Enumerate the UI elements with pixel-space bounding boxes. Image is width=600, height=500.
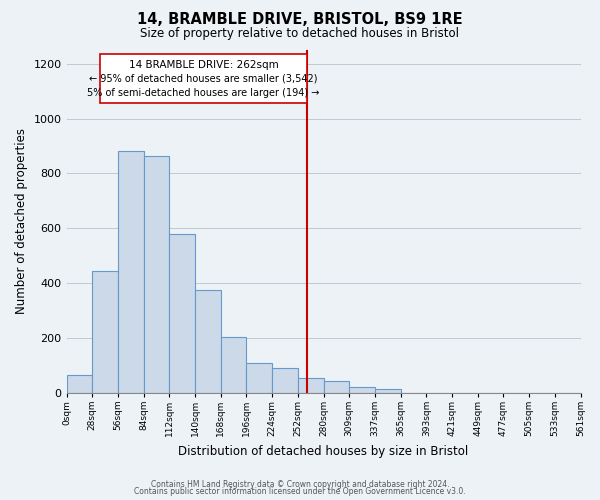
Text: ← 95% of detached houses are smaller (3,542): ← 95% of detached houses are smaller (3,… xyxy=(89,74,317,84)
Bar xyxy=(247,362,272,393)
Bar xyxy=(100,54,307,104)
Bar xyxy=(323,381,349,393)
Bar xyxy=(143,156,169,393)
Text: Size of property relative to detached houses in Bristol: Size of property relative to detached ho… xyxy=(140,28,460,40)
Bar xyxy=(375,388,401,393)
Bar xyxy=(272,368,298,393)
Bar xyxy=(92,271,118,393)
Y-axis label: Number of detached properties: Number of detached properties xyxy=(15,128,28,314)
Bar xyxy=(221,336,247,393)
Bar xyxy=(118,152,143,393)
Text: Contains HM Land Registry data © Crown copyright and database right 2024.: Contains HM Land Registry data © Crown c… xyxy=(151,480,449,489)
Text: Contains public sector information licensed under the Open Government Licence v3: Contains public sector information licen… xyxy=(134,487,466,496)
Bar xyxy=(195,290,221,393)
Bar xyxy=(169,234,195,393)
Text: 14 BRAMBLE DRIVE: 262sqm: 14 BRAMBLE DRIVE: 262sqm xyxy=(128,60,278,70)
Bar xyxy=(349,388,375,393)
X-axis label: Distribution of detached houses by size in Bristol: Distribution of detached houses by size … xyxy=(178,444,469,458)
Text: 14, BRAMBLE DRIVE, BRISTOL, BS9 1RE: 14, BRAMBLE DRIVE, BRISTOL, BS9 1RE xyxy=(137,12,463,28)
Bar xyxy=(67,375,92,393)
Bar xyxy=(298,378,323,393)
Text: 5% of semi-detached houses are larger (194) →: 5% of semi-detached houses are larger (1… xyxy=(87,88,320,98)
